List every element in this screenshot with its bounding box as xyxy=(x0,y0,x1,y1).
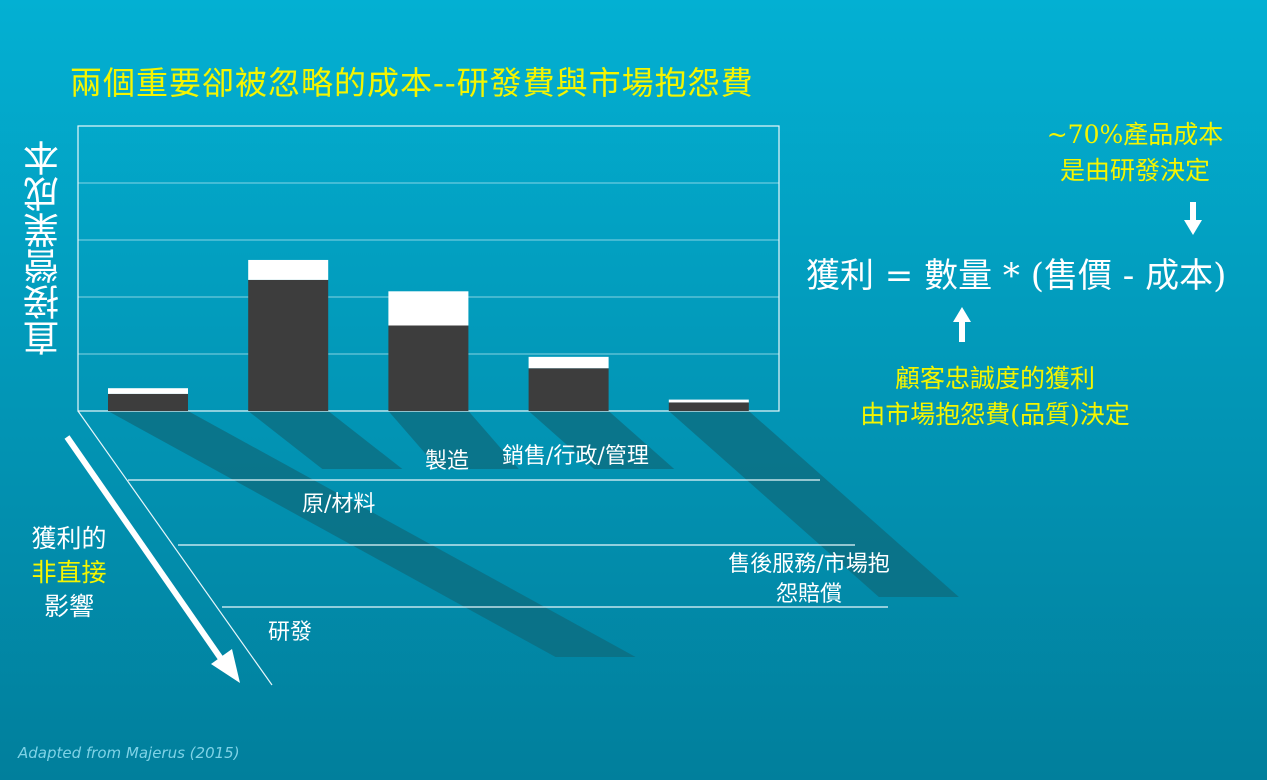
slide-title: 兩個重要卻被忽略的成本--研發費與市場抱怨費 xyxy=(70,64,754,102)
loyalty-note: 顧客忠誠度的獲利 由市場抱怨費(品質)決定 xyxy=(820,361,1170,433)
loyalty-note-line: 由市場抱怨費(品質)決定 xyxy=(860,400,1130,429)
indirect-line-2: 非直接 xyxy=(31,558,107,587)
bar-shadows xyxy=(108,411,959,657)
bar-segment-top xyxy=(388,291,469,326)
bar-shadow xyxy=(248,411,403,469)
bar-shadow xyxy=(528,411,675,469)
bar-segment-base xyxy=(528,368,609,411)
category-label-rnd: 研發 xyxy=(268,620,313,645)
up-arrow-icon xyxy=(953,307,971,342)
bars xyxy=(108,259,749,411)
floor-line xyxy=(77,410,273,686)
bar-segment-top xyxy=(248,259,329,280)
bar-segment-top xyxy=(528,356,609,369)
bar-shadow xyxy=(388,411,519,469)
bar-shadow xyxy=(108,411,636,657)
bar-segment-base xyxy=(388,325,469,411)
bar-segment-base xyxy=(108,393,188,411)
floor-lines xyxy=(77,410,888,686)
rnd-cost-note-line: 是由研發決定 xyxy=(1059,156,1210,185)
bar-shadow xyxy=(668,411,959,597)
loyalty-note-line: 顧客忠誠度的獲利 xyxy=(894,364,1095,393)
bar-segment-base xyxy=(668,402,749,411)
bar-segment-top xyxy=(668,399,749,403)
indirect-line-3: 影響 xyxy=(43,592,94,621)
source-credit: Adapted from Majerus (2015) xyxy=(18,744,240,762)
category-label-manufacturing: 製造 xyxy=(425,449,470,474)
profit-formula: 獲利 = 數量 * (售價 - 成本) xyxy=(806,256,1227,296)
indirect-line-1: 獲利的 xyxy=(31,524,107,553)
rnd-cost-note: ~70%產品成本 是由研發決定 xyxy=(1010,117,1260,189)
category-label-after-sales: 售後服務/市場抱怨賠償 xyxy=(728,552,890,607)
indirect-impact-label: 獲利的 非直接 影響 xyxy=(14,522,124,624)
category-label-sales-admin: 銷售/行政/管理 xyxy=(502,444,649,469)
category-label-materials: 原/材料 xyxy=(302,492,376,517)
bar-segment-top xyxy=(108,388,188,394)
rnd-cost-note-line: ~70%產品成本 xyxy=(1046,120,1224,149)
bar-segment-base xyxy=(248,279,329,411)
diagonal-arrow-icon xyxy=(64,435,240,683)
down-arrow-icon xyxy=(1184,202,1202,235)
